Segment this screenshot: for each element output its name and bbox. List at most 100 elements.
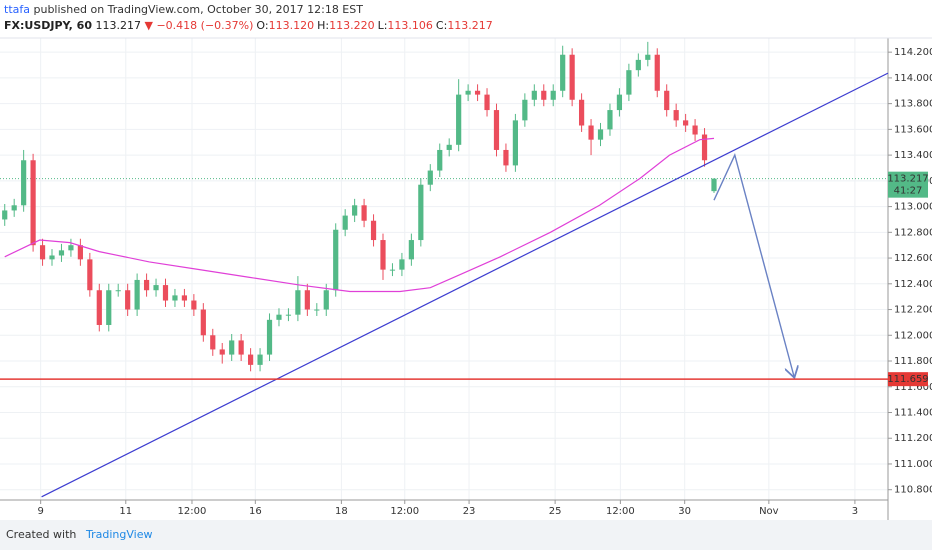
candle-body (522, 99, 528, 121)
candle-body (11, 205, 17, 211)
brand[interactable]: TradingView (86, 528, 153, 541)
candle-body (248, 354, 254, 365)
x-tick-label: 9 (37, 506, 43, 517)
x-tick-label: 25 (549, 506, 562, 517)
candle-body (361, 205, 367, 221)
candle-body (30, 160, 36, 246)
candle-body (503, 149, 509, 166)
ohlc-value: 113.120 (268, 19, 315, 32)
x-tick-label: 18 (335, 506, 348, 517)
candle-body (143, 279, 150, 291)
candle-body (446, 144, 452, 150)
candle-body (512, 120, 518, 166)
candle-body (134, 279, 140, 310)
y-tick-label: 113.600 (894, 124, 932, 135)
candle-body (465, 90, 471, 95)
candle-body (701, 134, 708, 161)
x-tick-label: 30 (678, 506, 691, 517)
x-tick-label: 23 (463, 506, 476, 517)
publish-line: ttafa published on TradingView.com, Octo… (4, 3, 363, 16)
candle-body (635, 59, 641, 71)
trendline (41, 72, 889, 498)
candle-body (418, 184, 424, 241)
price-tag (888, 171, 928, 198)
candle-body (456, 94, 462, 145)
candle-body (115, 290, 121, 292)
ohlc-value: 113.220 (329, 19, 375, 32)
candle-body (560, 54, 566, 91)
projection-arrow (713, 153, 794, 378)
ohlc-label: L: (377, 19, 388, 32)
candle-body (550, 90, 556, 100)
candle-body (673, 110, 679, 121)
last: 113.217 (95, 19, 142, 32)
candle-body (314, 309, 320, 311)
change: −0.418 (−0.37%) (156, 19, 254, 32)
candle-body (370, 220, 377, 241)
candle-body (191, 300, 197, 310)
candle-body (484, 94, 490, 111)
candle-body (257, 354, 263, 365)
y-tick-label: 114.000 (894, 73, 932, 84)
candle-body (68, 245, 74, 251)
candle-body (323, 290, 329, 310)
candle-body (352, 205, 358, 216)
candle-body (683, 120, 689, 126)
ohlc-label: C: (435, 19, 448, 32)
x-tick-label: 12:00 (390, 506, 419, 517)
candle-body (645, 54, 651, 60)
down-arrow: ▼ (144, 19, 153, 32)
candle-body (153, 285, 159, 291)
candle-body (541, 90, 547, 100)
candle-body (39, 245, 46, 260)
price-label: 113.217 (887, 174, 928, 185)
published: published on TradingView.com, October 30… (33, 3, 363, 16)
candle-body (200, 309, 206, 336)
created: Created with (6, 528, 77, 541)
candle-body (96, 290, 102, 325)
candle-body (607, 110, 613, 130)
candle-body (21, 160, 27, 206)
candle-body (238, 340, 244, 355)
countdown: 41:27 (894, 186, 923, 197)
y-tick-label: 112.000 (894, 330, 932, 341)
candle-body (389, 269, 396, 271)
candle-body (87, 259, 93, 291)
candle-body (654, 54, 660, 91)
support-tag (888, 372, 928, 387)
candle-body (493, 110, 500, 150)
y-tick-label: 111.800 (894, 356, 932, 367)
y-tick-label: 113.400 (894, 150, 932, 161)
candle-body (597, 129, 604, 140)
candle-body (276, 314, 282, 320)
y-tick-label: 111.600 (894, 382, 932, 393)
candle-body (49, 255, 55, 260)
y-tick-label: 113.800 (894, 99, 932, 110)
x-tick-label: 12:00 (606, 506, 635, 517)
candle-body (626, 70, 632, 95)
y-tick-label: 114.200 (894, 47, 932, 58)
ohlc-label: H: (317, 19, 330, 32)
x-tick-label: Nov (759, 506, 779, 517)
candle-body (380, 240, 386, 270)
candle-body (125, 290, 131, 310)
ohlc-label: O: (256, 19, 269, 32)
candle-body (578, 99, 585, 126)
candle-body (77, 245, 83, 260)
author[interactable]: ttafa (4, 3, 30, 16)
candle-body (106, 290, 112, 325)
candle-body (711, 178, 717, 192)
chart: 110.800 111.000 111.200 111.400 111.600 111.8… (0, 37, 932, 520)
footer: Created with TradingView (0, 520, 932, 550)
candle-body (266, 319, 273, 355)
candle-body (333, 229, 339, 291)
candle-body (408, 240, 414, 260)
candle-body (210, 335, 216, 350)
candle-body (219, 349, 225, 355)
symbol: FX:USDJPY, 60 (4, 19, 92, 32)
ohlc-value: 113.106 (387, 19, 433, 32)
ohlc-value: 113.217 (447, 19, 493, 32)
candle-body (588, 125, 594, 140)
y-tick-label: 111.000 (894, 459, 932, 470)
